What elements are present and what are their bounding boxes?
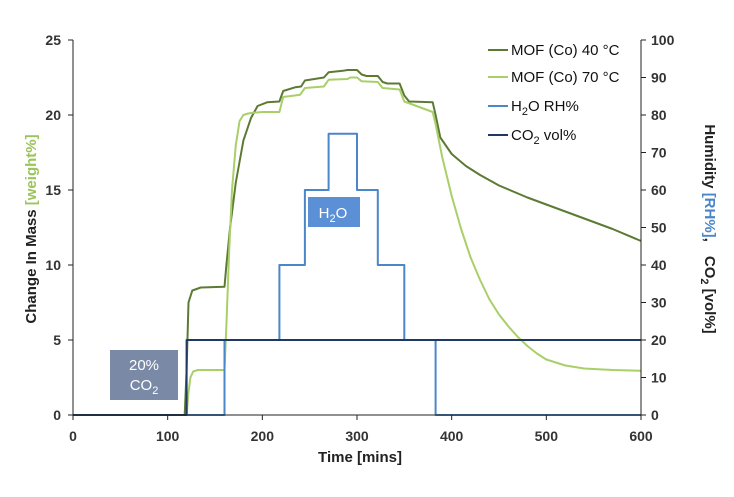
axes-layer: 0 100 200 300 400 500 600 0 5 10 15 20 25 0 10 20 30 40 50… xyxy=(45,32,674,444)
legend-item: MOF (Co) 40 °C xyxy=(488,42,620,59)
legend-item: CO2 vol% xyxy=(488,127,576,147)
y-right-tick-label: 0 xyxy=(651,407,659,423)
y-right-tick-label: 20 xyxy=(651,332,667,348)
y-right-tick-label: 80 xyxy=(651,107,667,123)
x-tick-label: 300 xyxy=(345,428,369,444)
h2o-annotation-box xyxy=(308,197,360,227)
annotation-layer: 20% CO2 H2O xyxy=(110,197,360,400)
x-tick-label: 500 xyxy=(535,428,559,444)
x-tick-label: 100 xyxy=(156,428,180,444)
h2o-annotation-label: H2O xyxy=(319,205,348,225)
legend-label: MOF (Co) 40 °C xyxy=(511,42,620,59)
y-left-axis-title: Change In Mass [weight%] xyxy=(23,134,40,323)
co2-annotation-line1: 20% xyxy=(129,357,159,374)
legend-label: MOF (Co) 70 °C xyxy=(511,69,620,86)
y-left-tick-label: 10 xyxy=(45,257,61,273)
y-right-tick-label: 90 xyxy=(651,70,667,86)
h2o-annotation: H2O xyxy=(308,197,360,227)
y-right-tick-label: 30 xyxy=(651,295,667,311)
y-right-tick-label: 70 xyxy=(651,145,667,161)
legend-label: CO2 vol% xyxy=(511,127,576,147)
y-right-tick-label: 60 xyxy=(651,182,667,198)
legend-item: MOF (Co) 70 °C xyxy=(488,69,620,86)
co2-annotation-box xyxy=(110,350,178,400)
x-tick-label: 600 xyxy=(629,428,653,444)
series-line xyxy=(73,69,642,416)
y-left-tick-label: 25 xyxy=(45,32,61,48)
x-tick-label: 400 xyxy=(440,428,464,444)
series-line xyxy=(73,76,642,416)
co2-annotation-line2: CO2 xyxy=(130,377,159,397)
co2-annotation: 20% CO2 xyxy=(110,350,178,400)
legend-label: H2O RH% xyxy=(511,98,579,118)
y-left-tick-label: 0 xyxy=(53,407,61,423)
y-right-tick-label: 10 xyxy=(651,370,667,386)
y-right-axis-title: Humidity [RH%],CO2 [vol%] xyxy=(698,124,718,333)
x-axis-title: Time [mins] xyxy=(318,449,402,466)
y-left-tick-label: 20 xyxy=(45,107,61,123)
y-left-tick-label: 5 xyxy=(53,332,61,348)
legend: MOF (Co) 40 °C MOF (Co) 70 °C H2O RH% CO… xyxy=(488,42,620,147)
legend-item: H2O RH% xyxy=(488,98,579,118)
x-tick-label: 0 xyxy=(69,428,77,444)
y-right-tick-label: 100 xyxy=(651,32,675,48)
y-right-tick-label: 40 xyxy=(651,257,667,273)
y-left-tick-label: 15 xyxy=(45,182,61,198)
x-tick-label: 200 xyxy=(251,428,275,444)
y-right-tick-label: 50 xyxy=(651,220,667,236)
